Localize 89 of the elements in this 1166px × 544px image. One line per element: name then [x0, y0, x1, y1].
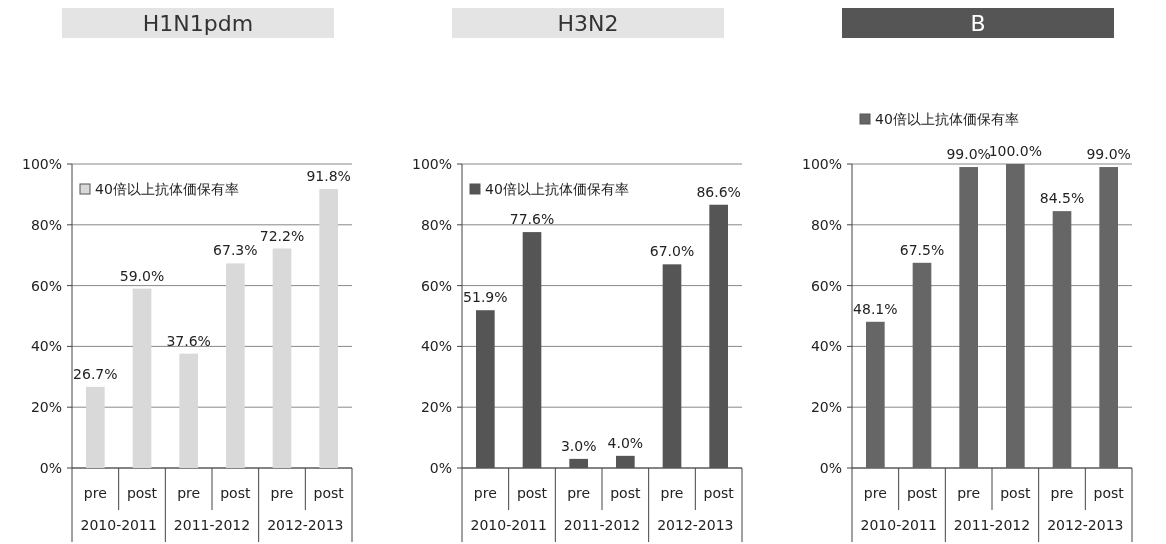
legend-label: 40倍以上抗体価保有率 [485, 181, 629, 197]
y-tick-label: 60% [30, 277, 62, 294]
bar [1099, 167, 1118, 468]
bar [866, 321, 885, 468]
data-label: 48.1% [853, 300, 898, 317]
text: 2011-2012 [953, 517, 1031, 533]
chart-title: H1N1pdm [142, 11, 254, 36]
y-tick-label: 40% [810, 338, 842, 355]
x-tick-label: post [126, 485, 158, 501]
legend: 40倍以上抗体価保有率 [77, 179, 249, 199]
x-tick-label: pre [567, 485, 591, 501]
x-tick-label: pre [177, 485, 201, 501]
y-tick-label: 80% [810, 216, 842, 233]
x-tick-label: post [610, 485, 641, 501]
data-label: 86.6% [696, 183, 741, 200]
x-tick-label: pre [473, 485, 497, 501]
x-tick-label: post [313, 485, 345, 501]
data-label: 3.0% [560, 437, 597, 454]
chart-title: H3N2 [557, 11, 619, 36]
x-tick-label: pre [270, 485, 294, 501]
bar [569, 458, 588, 468]
data-label: 77.6% [509, 211, 555, 228]
legend: 40倍以上抗体価保有率 [467, 179, 639, 199]
y-tick-label: 60% [810, 277, 842, 294]
bar [272, 248, 292, 468]
text: 2012-2013 [1047, 517, 1124, 533]
y-tick-label: 40% [420, 338, 452, 355]
bar [662, 264, 682, 468]
bar [912, 262, 932, 468]
data-label: 67.0% [649, 243, 695, 260]
text: 2012-2013 [657, 517, 734, 533]
x-tick-label: pre [863, 485, 887, 501]
bar [709, 204, 728, 468]
x-tick-label: post [906, 485, 938, 501]
y-tick-label: 0% [39, 460, 62, 476]
bar [319, 188, 338, 468]
x-tick-label: pre [660, 485, 684, 501]
bar [86, 386, 105, 468]
y-tick-label: 100% [801, 156, 842, 172]
y-tick-label: 40% [30, 338, 62, 355]
data-label: 67.3% [213, 242, 258, 259]
bar [1052, 211, 1072, 468]
bar [132, 288, 152, 468]
x-tick-label: post [220, 485, 251, 501]
x-tick-label: pre [83, 485, 107, 501]
y-tick-label: 100% [411, 156, 452, 172]
text: 2011-2012 [563, 517, 641, 533]
x-tick-label: pre [957, 485, 981, 501]
y-tick-label: 0% [819, 460, 842, 476]
data-label: 72.2% [259, 227, 305, 244]
text: 2010-2011 [470, 517, 547, 533]
data-label: 37.6% [166, 332, 211, 349]
x-tick-label: post [1000, 485, 1031, 501]
text: 2012-2013 [267, 517, 344, 533]
data-label: 99.0% [1086, 146, 1131, 163]
bar [179, 353, 198, 468]
x-tick-label: pre [1050, 485, 1074, 501]
x-tick-label: post [516, 485, 548, 501]
bar [226, 263, 245, 468]
bar [959, 167, 978, 468]
bar [476, 310, 495, 468]
x-tick-label: post [703, 485, 735, 501]
bar [522, 232, 542, 468]
data-label: 67.5% [899, 241, 945, 258]
y-tick-label: 20% [30, 399, 62, 416]
data-label: 51.9% [463, 289, 508, 306]
legend-label: 40倍以上抗体価保有率 [95, 181, 239, 197]
bar [1006, 164, 1025, 468]
data-label: 84.5% [1039, 190, 1085, 207]
y-tick-label: 20% [810, 399, 842, 416]
legend: 40倍以上抗体価保有率 [857, 109, 1029, 129]
text: 2010-2011 [80, 517, 157, 533]
bar [616, 455, 635, 468]
y-tick-label: 80% [420, 216, 452, 233]
y-tick-label: 20% [420, 399, 452, 416]
data-label: 59.0% [119, 267, 165, 284]
y-tick-label: 80% [30, 216, 62, 233]
text: 2010-2011 [860, 517, 937, 533]
data-label: 26.7% [73, 365, 118, 382]
y-tick-label: 60% [420, 277, 452, 294]
data-label: 4.0% [607, 434, 644, 451]
data-label: 99.0% [946, 146, 991, 163]
chart-title: B [970, 11, 986, 36]
y-tick-label: 100% [21, 156, 62, 172]
legend-label: 40倍以上抗体価保有率 [875, 111, 1019, 127]
x-tick-label: post [1093, 485, 1125, 501]
text: 2011-2012 [173, 517, 251, 533]
y-tick-label: 0% [429, 460, 452, 476]
data-label: 91.8% [306, 167, 351, 184]
